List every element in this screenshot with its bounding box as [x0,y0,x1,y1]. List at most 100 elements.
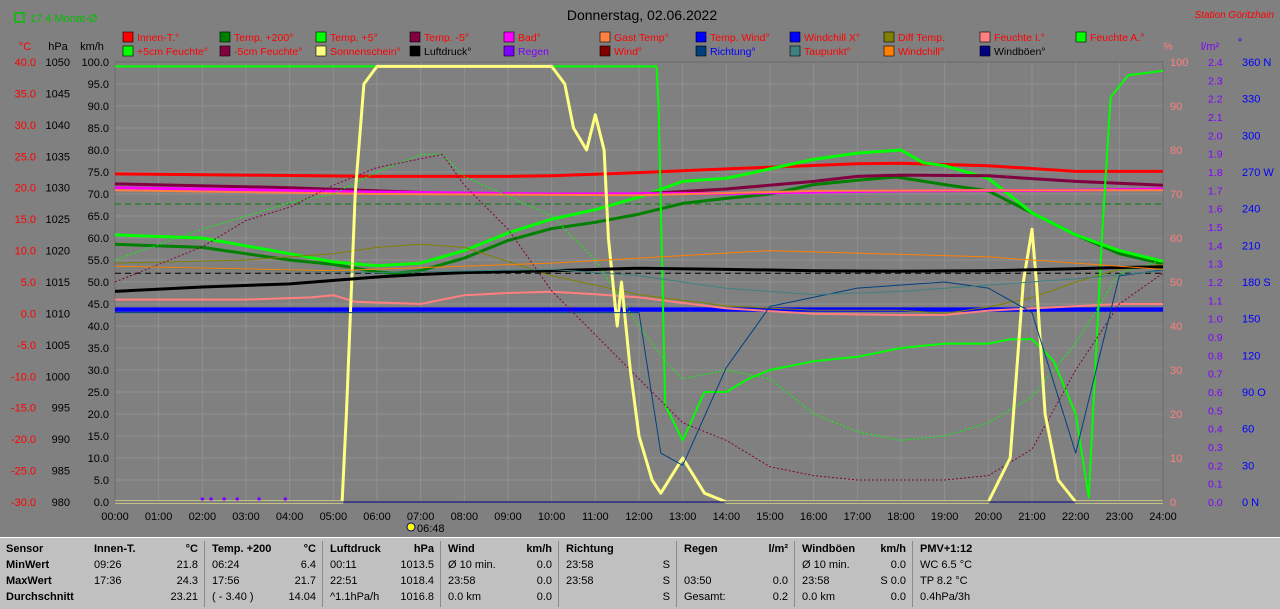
series-line-10 [115,65,1164,499]
stats-cell-value: 1013.5 [400,559,434,571]
legend-swatch [315,31,327,43]
percent-tick-label: 30 [1170,365,1182,377]
stats-column-unit: °C [303,543,316,555]
legend-label: Feuchte I.° [994,32,1045,44]
stats-row: ^1.1hPa/h 1016.8 [328,589,440,605]
stats-row: 22:51 1018.4 [328,573,440,589]
stats-column-name: Windböen [802,543,856,555]
legend-label: Taupunkt° [804,46,851,58]
rain-unit-label: l/m² [1201,41,1220,53]
stats-cell-label: Ø 10 min. [448,559,496,571]
pressure-tick-label: 1020 [46,246,70,258]
stats-cell-label: Gesamt: [684,591,726,603]
stats-row: Ø 10 min. 0.0 [800,557,912,573]
series-line-17 [115,269,1164,466]
stats-cell-label: 17:56 [212,575,240,587]
speed-tick-label: 85.0 [88,123,109,135]
stats-row: 03:50 0.0 [682,573,794,589]
percent-tick-label: 10 [1170,453,1182,465]
pressure-tick-label: 1010 [46,308,70,320]
direction-tick-label: 60 [1242,424,1254,436]
stats-column: Temp. +200 °C 06:24 6.4 17:56 21.7 ( - 3.40 ) 1… [210,541,323,607]
time-tick-label: 12:00 [625,511,653,523]
rain-tick-label: 2.0 [1208,130,1223,142]
stats-cell-label: 23:58 [802,575,830,587]
stats-row: S [564,589,676,605]
rain-tick-label: 1.6 [1208,204,1223,216]
direction-unit-label: ° [1238,37,1242,49]
rain-tick-label: 0.2 [1208,460,1223,472]
stats-column-name: Wind [448,543,475,555]
chart-legend: Innen-T.° Temp. +200° Temp. +5° Temp. -5° Ba… [122,31,1144,58]
stats-cell-value: 0.0 [536,559,552,571]
chart-grid [114,61,1164,503]
direction-tick-label: 210 [1242,240,1260,252]
stats-cell-value: 0.2 [772,591,788,603]
temp-tick-label: 40.0 [15,57,36,69]
stats-row [682,557,794,573]
stats-row-label: Durchschnitt [6,591,74,603]
speed-tick-label: 100.0 [81,57,109,69]
pressure-tick-label: 1045 [46,88,70,100]
series-line-19 [114,250,1164,272]
stats-column-name: Regen [684,543,718,555]
stats-cell-label: 17:36 [94,575,122,587]
stats-column-unit: km/h [880,543,906,555]
rain-tick-label: 0.5 [1208,405,1223,417]
stats-row: 00:11 1013.5 [328,557,440,573]
time-tick-label: 01:00 [145,511,173,523]
stats-cell-label: 09:26 [94,559,122,571]
legend-swatch [979,31,991,43]
stats-cell-value: 14.04 [288,591,316,603]
stats-cell-value: 0.0 [536,591,552,603]
pressure-tick-label: 1015 [46,277,70,289]
series-line-8 [114,243,1164,314]
rain-tick-label: 1.8 [1208,167,1223,179]
speed-tick-label: 40.0 [88,321,109,333]
stats-row-labels: Sensor MinWert MaxWert Durchschnitt [6,541,74,605]
temp-tick-label: 30.0 [15,120,36,132]
direction-tick-label: 150 [1242,314,1260,326]
legend-label: Luftdruck° [424,46,471,58]
stats-column: Luftdruck hPa 00:11 1013.5 22:51 1018.4 ^1.1hP… [328,541,441,607]
temp-tick-label: 0.0 [21,308,36,320]
speed-tick-label: 30.0 [88,365,109,377]
time-tick-label: 10:00 [538,511,566,523]
pressure-tick-label: 1040 [46,120,70,132]
speed-tick-label: 0.0 [94,497,109,509]
stats-row: 0.0 km 0.0 [446,589,558,605]
stats-cell-value: 1018.4 [400,575,434,587]
series-line-18 [114,265,1164,296]
direction-tick-label: 30 [1242,460,1254,472]
time-tick-label: 19:00 [931,511,959,523]
time-tick-label: 13:00 [669,511,697,523]
speed-tick-label: 45.0 [88,299,109,311]
stats-column-name: Luftdruck [330,543,381,555]
stats-row: WC 6.5 °C [918,557,1038,573]
speed-tick-label: 60.0 [88,233,109,245]
stats-row-label: MaxWert [6,575,52,587]
direction-tick-label: 240 [1242,204,1260,216]
pressure-tick-label: 995 [52,403,70,415]
average-badge-icon [14,12,25,23]
stats-cell-label: 23:58 [566,559,594,571]
rain-tick-label: 1.0 [1208,314,1223,326]
percent-tick-label: 90 [1170,101,1182,113]
stats-column: Innen-T. °C 09:26 21.8 17:36 24.3 23.21 [92,541,205,607]
time-tick-label: 08:00 [451,511,479,523]
legend-swatch [695,31,707,43]
time-tick-label: 11:00 [582,511,609,523]
rain-tick-label: 0.9 [1208,332,1223,344]
stats-column-name: Richtung [566,543,614,555]
legend-label: Diff Temp. [898,32,945,44]
speed-tick-label: 75.0 [88,167,109,179]
stats-column-unit: l/m² [768,543,788,555]
rain-tick-label: 2.1 [1208,112,1223,124]
rain-mark [235,497,240,501]
stats-row: 09:26 21.8 [92,557,204,573]
time-tick-label: 07:00 [407,511,435,523]
stats-cell-label: 22:51 [330,575,358,587]
legend-swatch [219,31,231,43]
stats-cell-label: 03:50 [684,575,712,587]
legend-label: Windböen° [994,46,1045,58]
